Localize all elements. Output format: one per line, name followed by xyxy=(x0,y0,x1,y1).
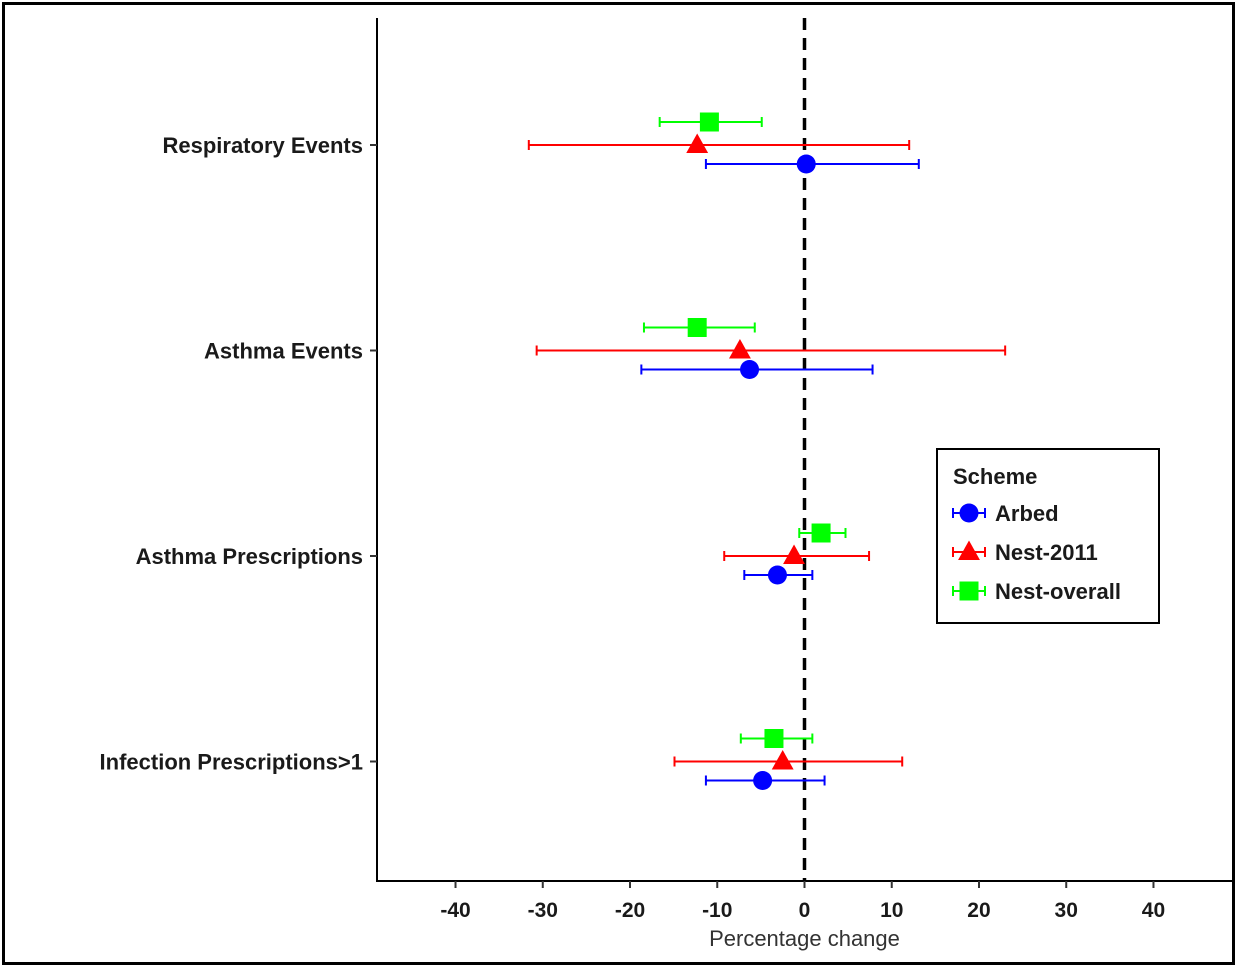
series-arbed xyxy=(640,154,920,790)
x-tick-label: -30 xyxy=(528,899,558,922)
point-estimate-triangle xyxy=(686,133,709,154)
legend-entry-nest-2011: Nest-2011 xyxy=(952,540,1098,565)
point-estimate-triangle xyxy=(771,750,794,770)
point-estimate-circle xyxy=(740,360,760,379)
point-estimate-circle xyxy=(767,565,787,585)
point-estimate-circle xyxy=(753,771,773,790)
x-tick-label: 40 xyxy=(1142,899,1165,922)
legend-entries: Arbed Nest-2011 Nest-overall xyxy=(952,501,1121,604)
category-label: Infection Prescriptions>1 xyxy=(100,750,363,775)
legend-label: Nest-overall xyxy=(995,579,1121,604)
x-tick-label: -20 xyxy=(615,899,645,922)
legend-marker-triangle xyxy=(958,540,980,561)
category-label: Asthma Prescriptions xyxy=(136,544,363,569)
category-labels: Respiratory Events Asthma Events Asthma Pr… xyxy=(100,133,377,775)
legend-label: Nest-2011 xyxy=(995,540,1098,565)
x-tick-label: -10 xyxy=(702,899,732,922)
point-estimate-square xyxy=(687,318,707,337)
legend-entry-arbed: Arbed xyxy=(952,501,1059,526)
point-estimate-square xyxy=(699,112,719,132)
point-estimate-triangle xyxy=(729,339,751,359)
point-estimate-triangle xyxy=(783,544,805,565)
x-tick-label: -40 xyxy=(440,899,470,922)
series-nest-2011 xyxy=(527,133,1007,770)
point-estimate-square xyxy=(811,523,831,543)
x-ticks: -40 -30 -20 -10 0 10 20 30 40 xyxy=(440,881,1165,922)
legend-title: Scheme xyxy=(953,464,1037,489)
series-nest-overall xyxy=(642,112,847,748)
legend-marker-circle xyxy=(959,503,979,523)
series-marks xyxy=(527,112,1007,790)
legend-entry-nest-overall: Nest-overall xyxy=(952,579,1121,604)
legend: Scheme Arbed Nest-2011 Nest-overall xyxy=(936,448,1160,624)
x-tick-label: 30 xyxy=(1055,899,1078,922)
category-label: Asthma Events xyxy=(204,339,363,364)
x-axis-title: Percentage change xyxy=(709,926,900,951)
category-label: Respiratory Events xyxy=(162,133,363,158)
x-tick-label: 10 xyxy=(880,899,903,922)
x-tick-label: 0 xyxy=(799,899,811,922)
x-tick-label: 20 xyxy=(967,899,990,922)
legend-label: Arbed xyxy=(995,501,1059,526)
point-estimate-square xyxy=(764,729,784,748)
legend-marker-square xyxy=(959,581,979,601)
point-estimate-circle xyxy=(796,154,816,174)
